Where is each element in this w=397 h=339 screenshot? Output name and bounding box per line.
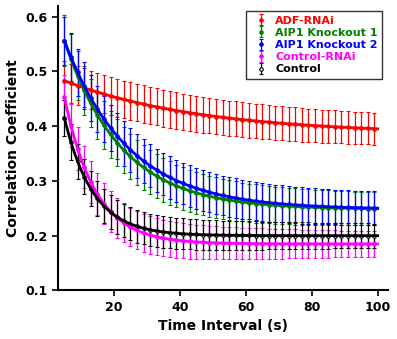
X-axis label: Time Interval (s): Time Interval (s): [158, 319, 288, 334]
Y-axis label: Correlation Coefficient: Correlation Coefficient: [6, 59, 19, 237]
Legend: ADF-RNAi, AIP1 Knockout 1, AIP1 Knockout 2, Control-RNAi, Control: ADF-RNAi, AIP1 Knockout 1, AIP1 Knockout…: [246, 11, 382, 79]
